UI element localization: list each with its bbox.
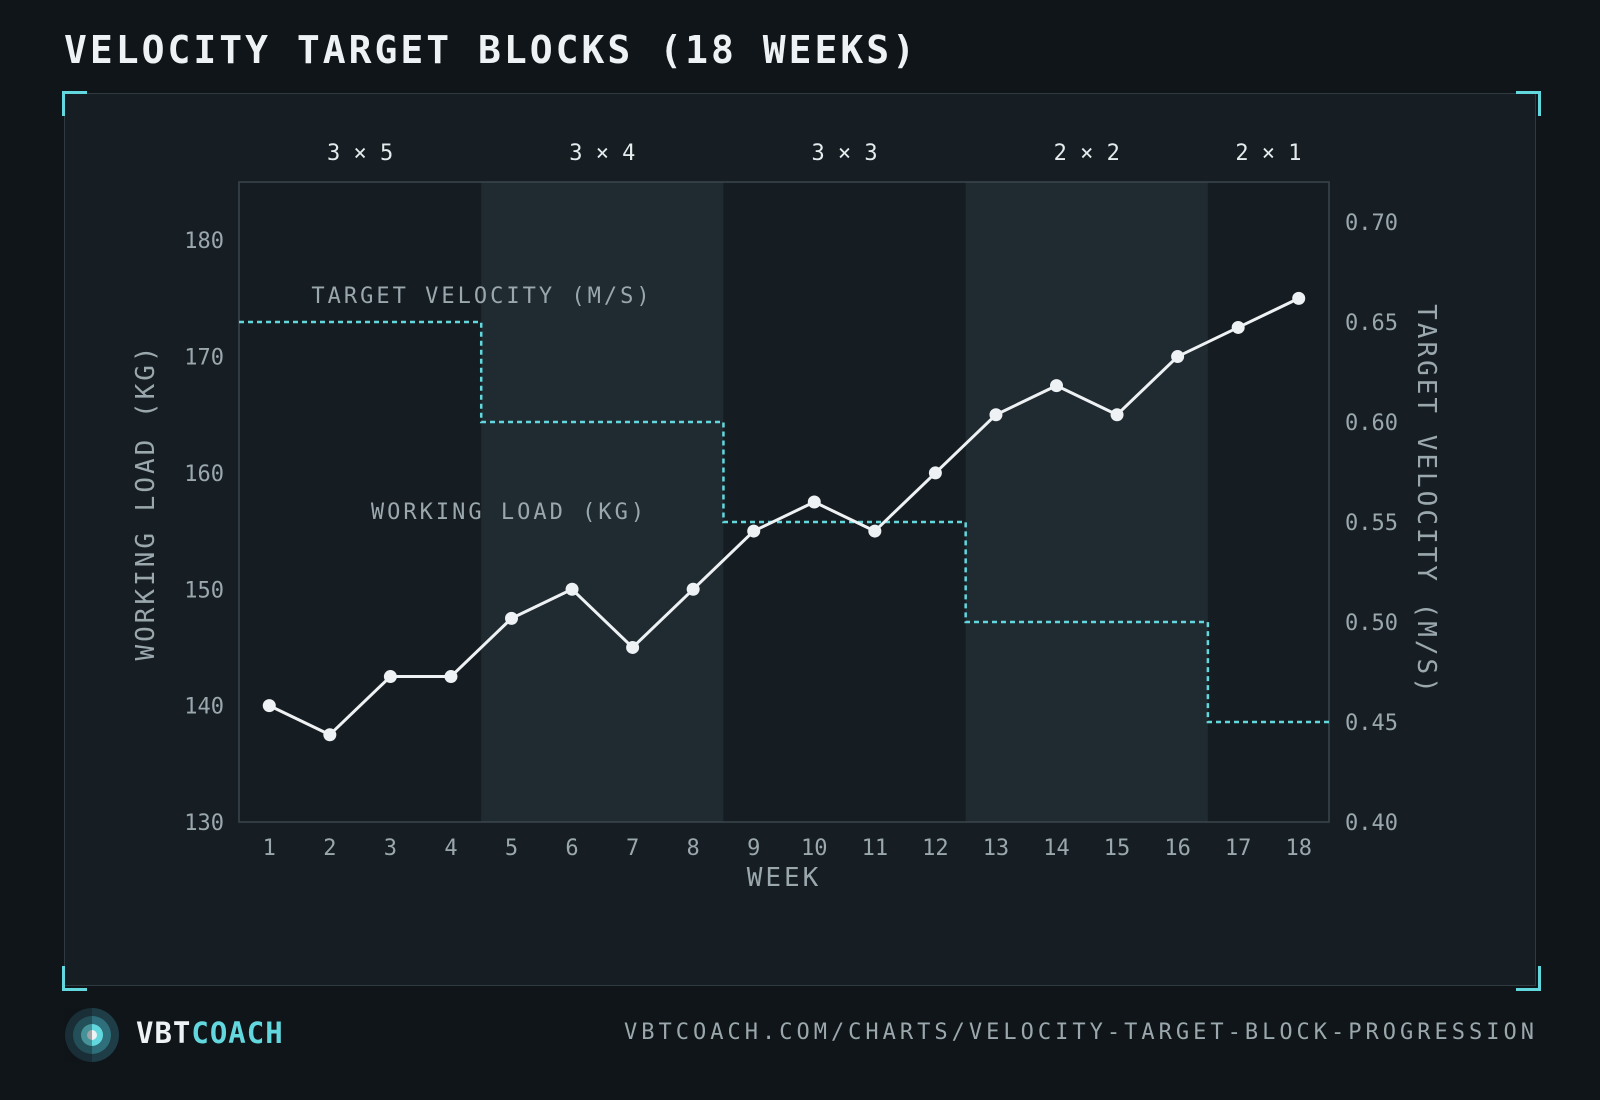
block-label: 3 × 3 bbox=[811, 141, 877, 166]
x-tick-label: 18 bbox=[1285, 836, 1312, 861]
plot-frame bbox=[238, 181, 1330, 823]
working-load-point bbox=[565, 582, 579, 596]
y-tick-label-right: 0.50 bbox=[1345, 611, 1398, 636]
block-band bbox=[239, 182, 482, 822]
x-tick-label: 2 bbox=[323, 836, 336, 861]
y-tick-label-left: 130 bbox=[184, 811, 224, 836]
x-tick-label: 8 bbox=[687, 836, 700, 861]
block-label: 3 × 5 bbox=[327, 141, 393, 166]
y-tick-label-right: 0.60 bbox=[1345, 411, 1398, 436]
y-tick-label-left: 180 bbox=[184, 229, 224, 254]
vbtcoach-logo-icon bbox=[64, 1007, 119, 1063]
velocity-step-line bbox=[239, 320, 1329, 724]
annotation-working-load: WORKING LOAD (KG) bbox=[371, 500, 647, 525]
working-load-point bbox=[383, 670, 397, 684]
block-label: 3 × 4 bbox=[569, 141, 635, 166]
x-tick-label: 12 bbox=[922, 836, 949, 861]
brand-name-part2: COACH bbox=[191, 1016, 284, 1050]
working-load-point bbox=[686, 582, 700, 596]
working-load-point bbox=[989, 408, 1003, 422]
working-load-point bbox=[626, 640, 640, 654]
x-tick-label: 11 bbox=[862, 836, 889, 861]
y-tick-label-right: 0.65 bbox=[1345, 311, 1398, 336]
x-tick-label: 5 bbox=[505, 836, 518, 861]
x-tick-label: 16 bbox=[1164, 836, 1191, 861]
y-axis-label-left: WORKING LOAD (KG) bbox=[131, 343, 161, 660]
block-band bbox=[965, 182, 1208, 822]
x-tick-label: 10 bbox=[801, 836, 828, 861]
y-tick-label-right: 0.55 bbox=[1345, 511, 1398, 536]
working-load-point bbox=[807, 495, 821, 509]
working-load-point bbox=[868, 524, 882, 538]
brand-name-part1: VBT bbox=[136, 1016, 192, 1050]
corner-bracket-bottom-left bbox=[62, 966, 87, 991]
working-load-point bbox=[1171, 350, 1185, 364]
x-tick-label: 15 bbox=[1104, 836, 1131, 861]
working-load-point bbox=[747, 524, 761, 538]
working-load-point bbox=[505, 611, 518, 625]
x-tick-label: 1 bbox=[263, 836, 276, 861]
y-tick-label-left: 170 bbox=[184, 346, 224, 371]
source-url: VBTCOACH.COM/CHARTS/VELOCITY-TARGET-BLOC… bbox=[624, 1020, 1538, 1045]
chart-title: VELOCITY TARGET BLOCKS (18 WEEKS) bbox=[64, 28, 918, 72]
block-band bbox=[1207, 182, 1329, 822]
y-tick-label-right: 0.70 bbox=[1345, 211, 1398, 236]
x-tick-label: 7 bbox=[626, 836, 639, 861]
y-tick-label-left: 140 bbox=[184, 695, 224, 720]
working-load-point bbox=[1050, 379, 1063, 393]
working-load-point bbox=[1110, 408, 1124, 422]
x-tick-label: 14 bbox=[1043, 836, 1070, 861]
y-tick-label-right: 0.45 bbox=[1345, 711, 1398, 736]
working-load-point bbox=[1292, 291, 1306, 305]
x-axis-label: WEEK bbox=[747, 863, 822, 893]
y-tick-label-left: 160 bbox=[184, 462, 224, 487]
block-band bbox=[723, 182, 966, 822]
corner-bracket-top-left bbox=[62, 91, 87, 116]
x-tick-label: 4 bbox=[444, 836, 457, 861]
corner-bracket-top-right bbox=[1516, 91, 1541, 116]
corner-bracket-bottom-right bbox=[1516, 966, 1541, 991]
block-label: 2 × 1 bbox=[1235, 141, 1301, 166]
working-load-point bbox=[928, 466, 942, 480]
working-load-point bbox=[262, 699, 276, 713]
block-band bbox=[481, 182, 724, 822]
y-tick-label-left: 150 bbox=[184, 578, 224, 603]
y-axis-label-right: TARGET VELOCITY (M/S) bbox=[1411, 304, 1441, 696]
working-load-line bbox=[268, 297, 1300, 737]
y-tick-label-right: 0.40 bbox=[1345, 811, 1398, 836]
x-tick-label: 6 bbox=[565, 836, 578, 861]
working-load-point bbox=[323, 728, 337, 742]
brand-name: VBTCOACH bbox=[136, 1016, 284, 1050]
block-label: 2 × 2 bbox=[1054, 141, 1120, 166]
x-tick-label: 13 bbox=[983, 836, 1010, 861]
x-tick-label: 3 bbox=[384, 836, 397, 861]
working-load-point bbox=[444, 670, 458, 684]
annotation-target-velocity: TARGET VELOCITY (M/S) bbox=[311, 284, 652, 309]
x-tick-label: 9 bbox=[747, 836, 760, 861]
x-tick-label: 17 bbox=[1225, 836, 1252, 861]
working-load-point bbox=[1231, 320, 1245, 334]
